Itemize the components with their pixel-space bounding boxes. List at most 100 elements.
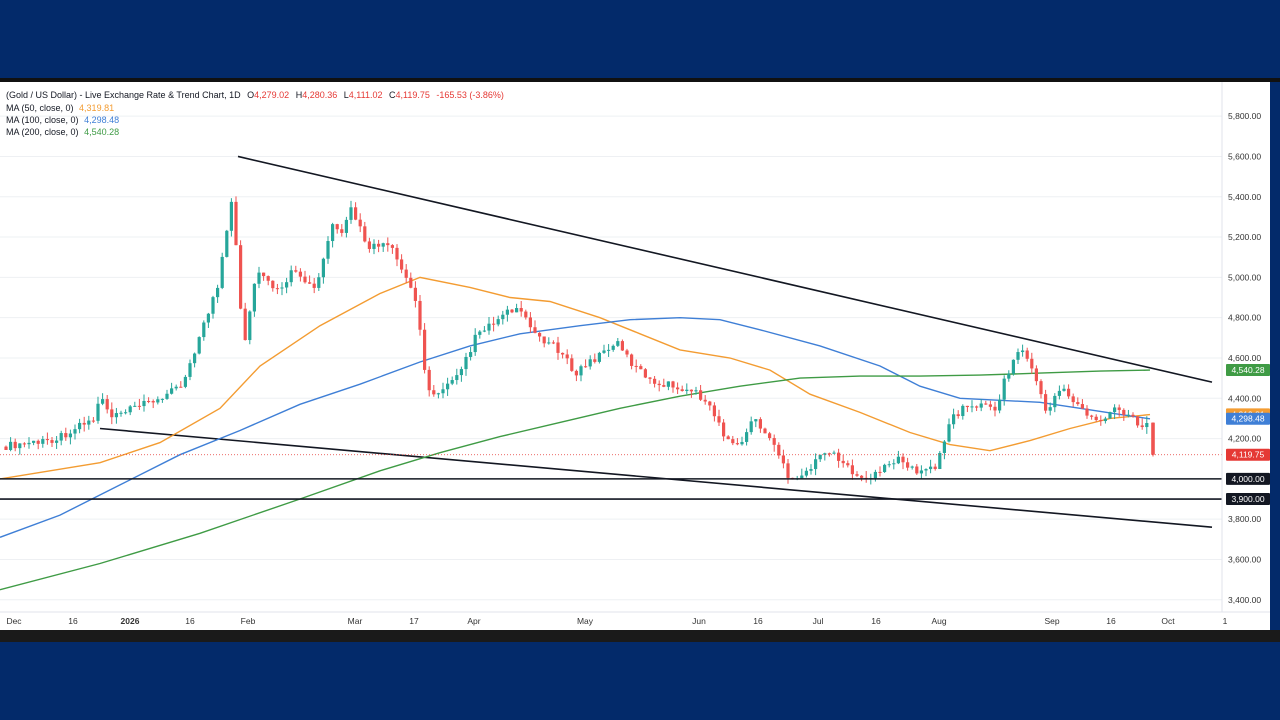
candle-body bbox=[36, 440, 40, 444]
candle-body bbox=[294, 270, 298, 272]
candle-body bbox=[13, 441, 17, 449]
candle-body bbox=[183, 376, 187, 387]
candle-body bbox=[551, 342, 555, 344]
legend-ma50: MA (50, close, 0) 4,319.81 bbox=[6, 103, 114, 113]
candle-body bbox=[386, 243, 390, 246]
candle-body bbox=[179, 386, 183, 388]
candle-body bbox=[685, 389, 689, 392]
ma200-line bbox=[0, 369, 1151, 591]
x-tick-label: 16 bbox=[1106, 616, 1116, 626]
x-tick-label: Jun bbox=[692, 616, 706, 626]
candle-body bbox=[639, 366, 643, 370]
x-tick-label: 16 bbox=[871, 616, 881, 626]
candle-body bbox=[82, 422, 86, 425]
x-tick-label: 1 bbox=[1223, 616, 1228, 626]
candle-body bbox=[50, 440, 54, 443]
candle-body bbox=[657, 383, 661, 386]
candle-body bbox=[745, 432, 749, 442]
candle-body bbox=[1122, 409, 1126, 415]
candle-body bbox=[855, 474, 859, 476]
y-tick-label: 4,200.00 bbox=[1228, 434, 1261, 444]
candle-body bbox=[156, 399, 160, 403]
candle-body bbox=[933, 466, 937, 469]
candle-body bbox=[1030, 358, 1034, 369]
candle-body bbox=[101, 399, 105, 404]
candle-body bbox=[1108, 412, 1112, 419]
candle-body bbox=[188, 363, 192, 377]
candle-body bbox=[533, 327, 537, 333]
candle-body bbox=[883, 464, 887, 473]
time-axis[interactable]: Dec 16 2026 16 Feb Mar 17 Apr May Jun 16 Jul 16 Aug Se… bbox=[0, 611, 1270, 626]
x-tick-label: Oct bbox=[1161, 616, 1175, 626]
candle-body bbox=[413, 287, 417, 301]
candle-body bbox=[1044, 394, 1048, 411]
y-tick-label: 3,400.00 bbox=[1228, 595, 1261, 605]
candle-body bbox=[1062, 388, 1066, 391]
candle-body bbox=[786, 463, 790, 478]
candle-body bbox=[73, 429, 77, 434]
candle-body bbox=[124, 412, 128, 414]
candle-body bbox=[280, 287, 284, 289]
candle-body bbox=[206, 313, 210, 323]
candle-body bbox=[1140, 425, 1144, 428]
candle-body bbox=[165, 393, 169, 399]
candle-body bbox=[823, 453, 827, 455]
candle-body bbox=[381, 243, 385, 247]
price-chart[interactable]: 5,800.00 5,600.00 5,400.00 5,200.00 5,000.00… bbox=[0, 82, 1270, 630]
candle-body bbox=[689, 389, 693, 392]
candle-body bbox=[160, 398, 164, 400]
candle-body bbox=[515, 308, 519, 313]
candle-body bbox=[87, 420, 91, 425]
candle-body bbox=[584, 366, 588, 368]
symbol-title: (Gold / US Dollar) - Live Exchange Rate … bbox=[6, 90, 241, 100]
candle-body bbox=[947, 424, 951, 442]
candle-body bbox=[400, 259, 404, 270]
candle-body bbox=[620, 341, 624, 351]
candle-body bbox=[956, 414, 960, 417]
bottom-band bbox=[0, 642, 1280, 720]
candle-body bbox=[1117, 407, 1121, 410]
price-label: 4,119.75 bbox=[1232, 450, 1265, 460]
candle-body bbox=[1113, 407, 1117, 413]
ma100-line bbox=[0, 316, 1151, 538]
candle-body bbox=[588, 359, 592, 367]
candle-body bbox=[998, 399, 1002, 411]
candle-body bbox=[1067, 388, 1071, 397]
y-tick-label: 5,200.00 bbox=[1228, 232, 1261, 242]
candle-body bbox=[193, 353, 197, 364]
price-label-box bbox=[1226, 448, 1270, 461]
chart-panel[interactable]: 5,800.00 5,600.00 5,400.00 5,200.00 5,000.00… bbox=[0, 82, 1270, 630]
x-tick-label: Jul bbox=[813, 616, 824, 626]
candle-body bbox=[1085, 408, 1089, 416]
candle-body bbox=[59, 433, 63, 441]
candle-body bbox=[469, 352, 473, 357]
price-axis[interactable]: 5,800.00 5,600.00 5,400.00 5,200.00 5,000.00… bbox=[1221, 82, 1270, 612]
candle-body bbox=[924, 469, 928, 471]
candle-body bbox=[643, 369, 647, 378]
ohlc-open: 4,279.02 bbox=[254, 90, 289, 100]
candle-body bbox=[860, 475, 864, 478]
candle-body bbox=[975, 406, 979, 408]
candle-body bbox=[248, 311, 252, 341]
candle-body bbox=[119, 412, 123, 414]
candle-body bbox=[220, 256, 224, 288]
candle-body bbox=[873, 471, 877, 479]
candle-body bbox=[234, 201, 238, 246]
y-tick-label: 4,800.00 bbox=[1228, 313, 1261, 323]
candle-body bbox=[901, 456, 905, 463]
price-label: 4,000.00 bbox=[1231, 474, 1264, 484]
candle-body bbox=[18, 443, 22, 449]
x-tick-label: Aug bbox=[931, 616, 946, 626]
candle-body bbox=[1007, 373, 1011, 379]
y-tick-label: 5,000.00 bbox=[1228, 272, 1261, 282]
ohlc-low-label: L bbox=[344, 90, 349, 100]
candle-body bbox=[561, 352, 565, 355]
candle-body bbox=[630, 354, 634, 366]
x-tick-label: Dec bbox=[6, 616, 22, 626]
ma50-line bbox=[0, 276, 1151, 480]
candle-body bbox=[174, 386, 178, 389]
candle-body bbox=[607, 349, 611, 351]
price-label-box bbox=[1226, 472, 1270, 485]
y-tick-label: 3,600.00 bbox=[1228, 554, 1261, 564]
candle-body bbox=[450, 380, 454, 384]
